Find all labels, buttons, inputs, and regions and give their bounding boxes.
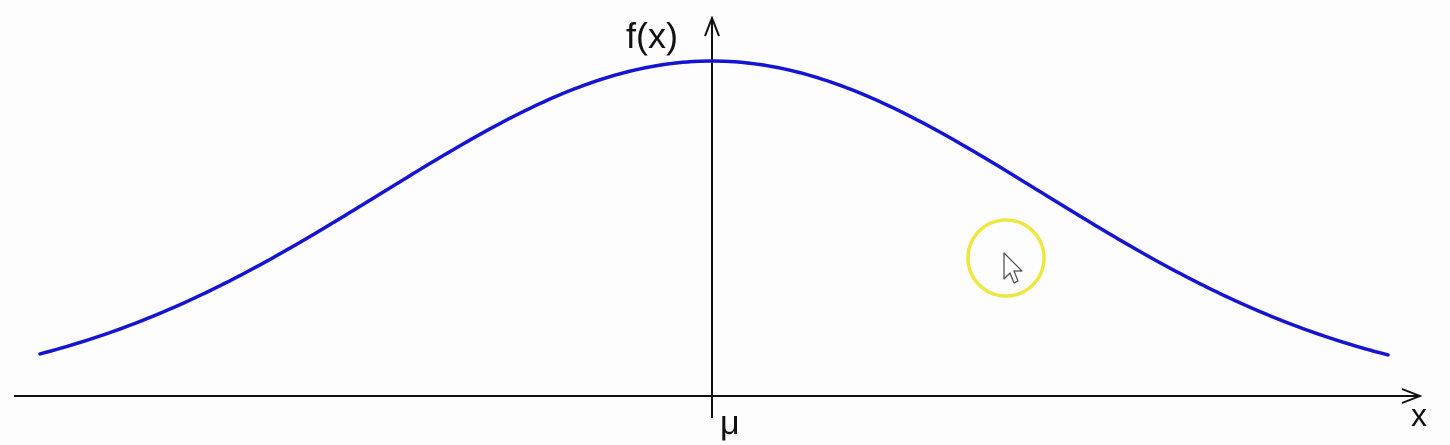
cursor-highlight-ring — [966, 218, 1046, 298]
bell-curve — [38, 59, 1390, 357]
y-axis-label: f(x) — [626, 15, 678, 56]
mouse-pointer-icon — [1003, 252, 1023, 284]
x-axis-label: x — [1411, 397, 1427, 433]
mean-label: μ — [720, 404, 740, 442]
cursor-highlight — [966, 218, 1046, 298]
